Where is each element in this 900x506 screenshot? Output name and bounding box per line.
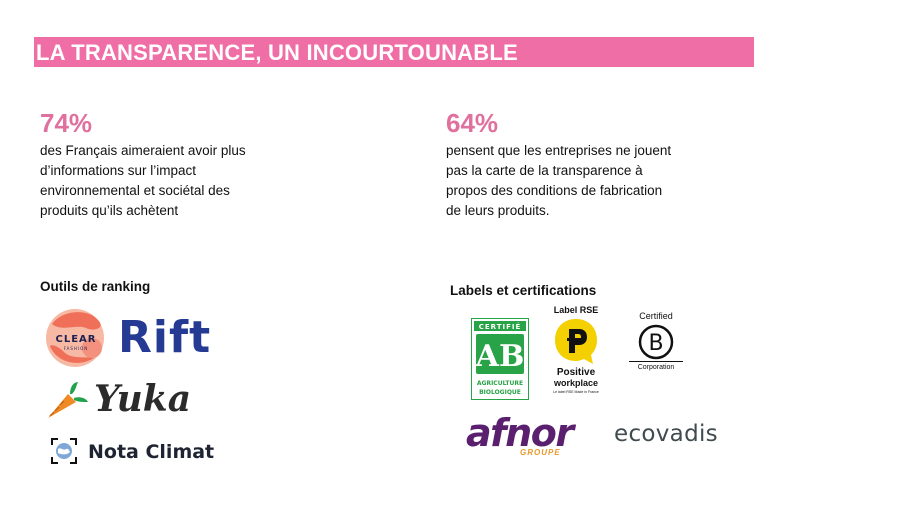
stat-block-1: 74% des Français aimeraient avoir plus d… — [40, 108, 300, 221]
ranking-heading: Outils de ranking — [40, 279, 151, 294]
ab-bottom-text-2: BIOLOGIQUE — [479, 389, 521, 396]
nota-climat-logo: Nota Climat — [50, 437, 250, 467]
stat-line: propos des conditions de fabrication — [446, 183, 663, 198]
stat-line: pas la carte de la transparence à — [446, 163, 643, 178]
ab-bottom-text-1: AGRICULTURE — [477, 380, 523, 387]
stat-percentage: 74% — [40, 108, 93, 138]
positive-top-text: Label RSE — [553, 305, 599, 315]
title-banner: LA TRANSPARENCE, UN INCOURTOUNABLE — [34, 37, 754, 67]
stat-block-2: 64% pensent que les entreprises ne jouen… — [446, 108, 736, 221]
stat-description: des Français aimeraient avoir plus d’inf… — [40, 141, 300, 221]
rift-logo: Rift — [118, 312, 212, 363]
stat-line: de leurs produits. — [446, 203, 550, 218]
bcorp-label: Certified B Corporation — [625, 308, 687, 378]
ecovadis-logo: ecovadis — [614, 421, 718, 447]
afnor-text: afnor — [466, 411, 574, 455]
carrot-icon — [48, 382, 88, 418]
bcorp-top-text: Certified — [639, 311, 673, 321]
stat-description: pensent que les entreprises ne jouent pa… — [446, 141, 736, 221]
positive-name-2: workplace — [553, 378, 599, 388]
stat-line: d’informations sur l’impact — [40, 163, 197, 178]
clear-fashion-subtext: FASHION — [64, 346, 89, 351]
bcorp-bottom-text: Corporation — [637, 364, 675, 371]
yuka-text: Yuka — [94, 378, 192, 420]
bcorp-mark-text: B — [648, 331, 663, 356]
clear-fashion-icon: CLEAR FASHION — [46, 309, 104, 367]
ab-icon: CERTIFIÉ AB AGRICULTURE BIOLOGIQUE — [470, 317, 530, 401]
positive-workplace-label: Label RSE Positive workplace Le label RS… — [545, 304, 607, 400]
labels-heading: Labels et certifications — [450, 283, 597, 298]
stat-line: pensent que les entreprises ne jouent — [446, 143, 672, 158]
stat-line: environnemental et sociétal des — [40, 183, 230, 198]
clear-fashion-logo: CLEAR FASHION — [42, 306, 112, 370]
yuka-logo: Yuka — [44, 378, 191, 422]
positive-icon — [555, 319, 597, 364]
ab-mark-text: AB — [475, 339, 525, 374]
globe-icon — [51, 438, 77, 464]
ab-label: CERTIFIÉ AB AGRICULTURE BIOLOGIQUE — [470, 317, 530, 401]
afnor-sub-text: GROUPE — [520, 448, 561, 457]
positive-name-1: Positive — [556, 367, 596, 378]
clear-fashion-text: CLEAR — [56, 334, 97, 345]
ab-top-text: CERTIFIÉ — [479, 322, 522, 331]
bcorp-icon: B — [638, 324, 674, 360]
page-title: LA TRANSPARENCE, UN INCOURTOUNABLE — [36, 40, 518, 65]
afnor-logo: afnor GROUPE — [466, 412, 586, 462]
stat-percentage: 64% — [446, 108, 499, 138]
stat-line: produits qu’ils achètent — [40, 203, 179, 218]
stat-line: des Français aimeraient avoir plus — [40, 143, 246, 158]
nota-climat-text: Nota Climat — [88, 441, 215, 463]
positive-small-text: Le label RSE Made in France — [553, 390, 599, 394]
bcorp-divider — [629, 361, 683, 362]
